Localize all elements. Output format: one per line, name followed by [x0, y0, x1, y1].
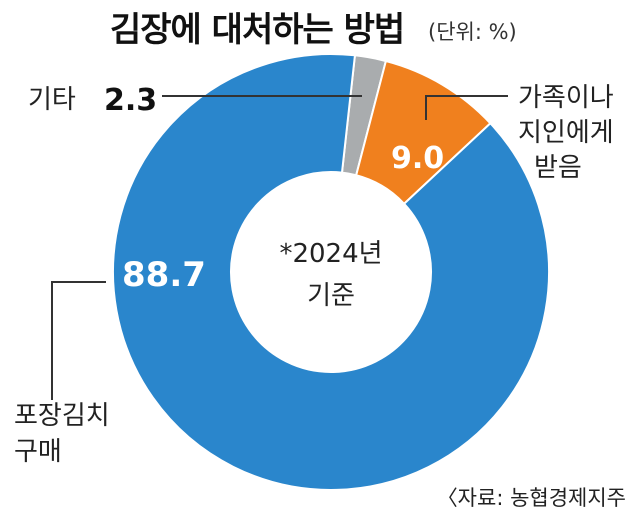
- slice-label-family-line3: 받음: [534, 153, 582, 183]
- unit-note: (단위: %): [428, 20, 517, 44]
- slice-label-family-line1: 가족이나: [518, 83, 614, 113]
- leader-line-family: [425, 95, 508, 120]
- center-note-line2: 기준: [307, 281, 355, 311]
- slice-label-packaged-line2: 구매: [14, 437, 62, 467]
- slice-label-family-line2: 지인에게: [518, 118, 614, 148]
- slice-value-other: 2.3: [104, 83, 157, 118]
- chart-title: 김장에 대처하는 방법: [110, 10, 405, 50]
- center-note-line1: *2024년: [279, 239, 382, 269]
- slice-label-packaged-line1: 포장김치: [14, 401, 110, 431]
- slice-label-other: 기타: [28, 85, 76, 115]
- slice-packaged: [112, 53, 550, 491]
- slice-value-packaged: 88.7: [122, 255, 206, 295]
- source-note: 〈자료: 농협경제지주: [436, 486, 626, 510]
- leader-line-packaged: [51, 281, 106, 400]
- slice-value-family: 9.0: [391, 141, 444, 176]
